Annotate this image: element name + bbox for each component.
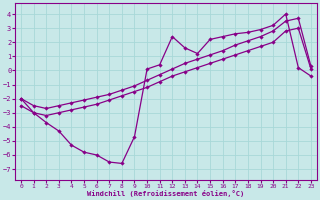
X-axis label: Windchill (Refroidissement éolien,°C): Windchill (Refroidissement éolien,°C)	[87, 190, 244, 197]
